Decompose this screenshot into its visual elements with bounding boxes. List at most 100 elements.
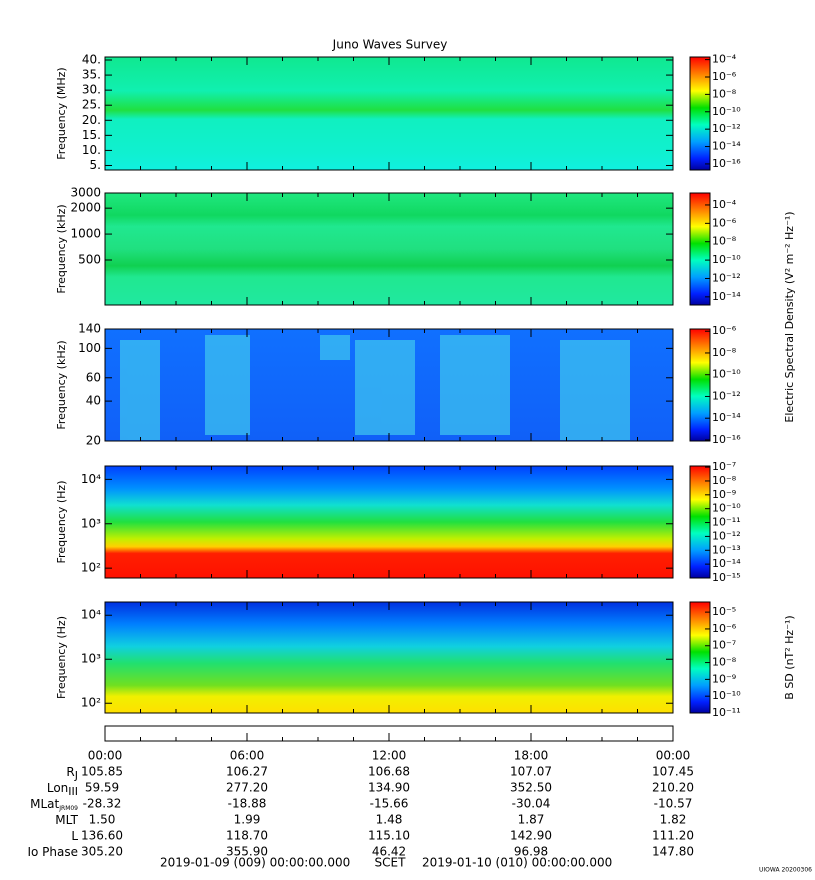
ephemeris-label-main: Io Phase <box>27 845 78 859</box>
colorbar-tick-label: 10⁻¹⁶ <box>712 433 741 446</box>
colorbar-tick-label: 10⁻⁸ <box>712 87 737 100</box>
colorbar-tick-label: 10⁻⁸ <box>712 474 737 487</box>
colorbar-tick-label: 10⁻¹⁰ <box>712 253 741 266</box>
time-label: 06:00 <box>230 749 265 763</box>
footer-end: 2019-01-10 (010) 00:00:00.000 <box>422 856 612 870</box>
ephemeris-value: 305.20 <box>81 845 123 859</box>
y-tick-label: 1000 <box>70 227 101 241</box>
colorbar-tick-label: 10⁻¹⁰ <box>712 368 741 381</box>
colorbar <box>689 601 711 714</box>
ephemeris-value: -18.88 <box>228 797 267 811</box>
y-tick-label: 100 <box>78 341 101 355</box>
time-label: 00:00 <box>656 749 691 763</box>
y-tick-label: 30. <box>82 83 101 97</box>
y-tick-label: 10⁴ <box>81 608 101 622</box>
time-label: 18:00 <box>514 749 549 763</box>
ephemeris-label: LonIII <box>47 781 78 799</box>
ephemeris-label-main: MLat <box>30 797 59 811</box>
y-tick-label: 15. <box>82 128 101 142</box>
ephemeris-value: 142.90 <box>510 829 552 843</box>
y-tick-label: 10² <box>81 696 101 710</box>
colorbar-tick-label: 10⁻¹¹ <box>712 516 741 529</box>
ephemeris-value: 118.70 <box>226 829 268 843</box>
ephemeris-value: 1.99 <box>234 813 261 827</box>
colorbar-tick-label: 10⁻¹⁰ <box>712 105 741 118</box>
colorbar-tick-label: 10⁻¹⁵ <box>712 571 741 584</box>
y-tick-label: 10³ <box>81 652 101 666</box>
ephemeris-label: RJ <box>66 765 78 783</box>
y-axis-label: Frequency (kHz) <box>55 204 68 293</box>
colorbar-tick-label: 10⁻¹⁰ <box>712 502 741 515</box>
footer-start: 2019-01-09 (009) 00:00:00.000 <box>160 856 350 870</box>
colorbar-tick-label: 10⁻¹⁶ <box>712 157 741 170</box>
ephemeris-value: 352.50 <box>510 781 552 795</box>
y-tick-label: 3000 <box>70 186 101 200</box>
ephemeris-label-main: MLT <box>55 813 78 827</box>
ephemeris-value: 277.20 <box>226 781 268 795</box>
colorbar-tick-label: 10⁻⁸ <box>712 235 737 248</box>
colorbar-tick-label: 10⁻¹² <box>712 122 741 135</box>
colorbar-tick-label: 10⁻¹³ <box>712 543 741 556</box>
time-label: 00:00 <box>88 749 123 763</box>
colorbar-tick-label: 10⁻⁶ <box>712 622 737 635</box>
y-tick-label: 2000 <box>70 201 101 215</box>
y-tick-label: 40 <box>86 394 101 408</box>
colorbar <box>689 328 711 442</box>
ephemeris-value: 210.20 <box>652 781 694 795</box>
ephemeris-label: Io Phase <box>27 845 78 859</box>
colorbar-tick-label: 10⁻¹² <box>712 529 741 542</box>
ephemeris-value: 107.45 <box>652 765 694 779</box>
colorbar-tick-label: 10⁻¹⁴ <box>712 290 741 303</box>
ephemeris-value: 1.87 <box>518 813 545 827</box>
y-axis-label: Frequency (Hz) <box>55 616 68 699</box>
emission-streaks <box>120 335 630 440</box>
ephemeris-value: 1.48 <box>376 813 403 827</box>
y-tick-label: 10³ <box>81 516 101 530</box>
ephemeris-value: 115.10 <box>368 829 410 843</box>
ephemeris-label-sub: III <box>68 785 78 798</box>
ephemeris-value: 106.27 <box>226 765 268 779</box>
footer-stamp: UIOWA 20200306 <box>759 867 812 874</box>
colorbar-tick-label: 10⁻⁵ <box>712 605 736 618</box>
ephemeris-value: -15.66 <box>370 797 409 811</box>
y-axis-label: Frequency (kHz) <box>55 340 68 429</box>
time-label: 12:00 <box>372 749 407 763</box>
ephemeris-value: 106.68 <box>368 765 410 779</box>
colorbar-tick-label: 10⁻⁴ <box>712 198 737 211</box>
colorbar-label: B SD (nT² Hz⁻¹) <box>783 615 796 699</box>
ephemeris-value: 1.50 <box>89 813 116 827</box>
ephemeris-value: 1.82 <box>660 813 687 827</box>
ephemeris-value: -28.32 <box>83 797 122 811</box>
y-tick-label: 35. <box>82 68 101 82</box>
ephemeris-value: 147.80 <box>652 845 694 859</box>
y-tick-label: 10. <box>82 143 101 157</box>
colorbar-tick-label: 10⁻⁶ <box>712 216 737 229</box>
y-axis-label: Frequency (MHz) <box>55 67 68 159</box>
ephemeris-value: 105.85 <box>81 765 123 779</box>
title: Juno Waves Survey <box>332 38 448 52</box>
ephemeris-value: -10.57 <box>654 797 693 811</box>
y-tick-label: 500 <box>78 252 101 266</box>
y-tick-label: 25. <box>82 98 101 112</box>
ephemeris-value: -30.04 <box>512 797 551 811</box>
y-tick-label: 10⁴ <box>81 472 101 486</box>
ephemeris-label-main: Lon <box>47 781 68 795</box>
colorbar-tick-label: 10⁻⁶ <box>712 324 737 337</box>
spectrogram-image <box>105 466 673 578</box>
spectrogram-image <box>105 602 673 713</box>
y-tick-label: 20 <box>86 434 101 448</box>
ephemeris-value: 46.42 <box>372 845 406 859</box>
colorbar-tick-label: 10⁻¹⁴ <box>712 411 741 424</box>
spectrogram-images <box>104 57 674 742</box>
y-axis-label: Frequency (Hz) <box>55 481 68 564</box>
colorbar-tick-label: 10⁻¹⁰ <box>712 689 741 702</box>
colorbar-tick-label: 10⁻¹² <box>712 271 741 284</box>
ephemeris-label: MLatJRM09 <box>30 797 78 812</box>
spectrogram-image <box>105 193 673 305</box>
y-tick-label: 60 <box>86 370 101 384</box>
colorbar-tick-label: 10⁻¹² <box>712 389 741 402</box>
colorbar-tick-label: 10⁻¹⁴ <box>712 557 741 570</box>
colorbar-tick-label: 10⁻⁴ <box>712 53 737 66</box>
colorbar-tick-label: 10⁻⁷ <box>712 460 736 473</box>
